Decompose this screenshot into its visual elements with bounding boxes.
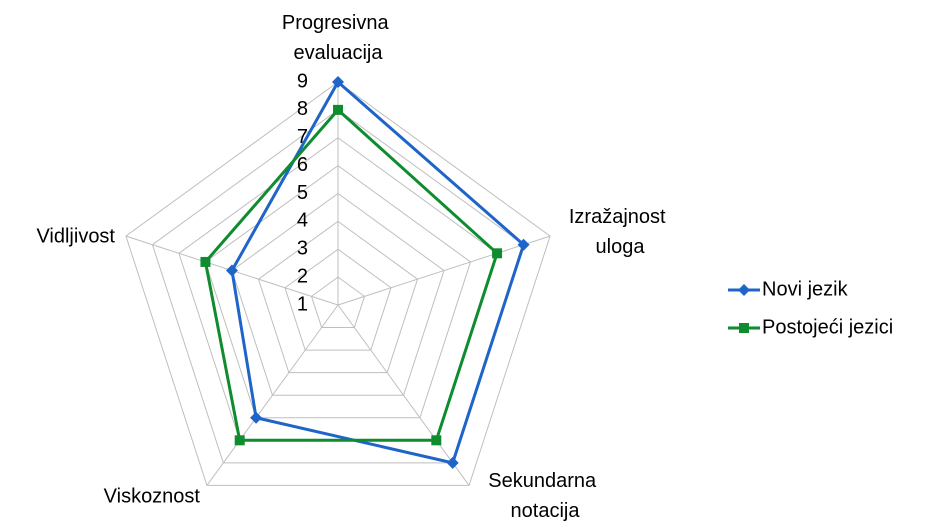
legend-label: Novi jezik xyxy=(762,278,849,300)
marker xyxy=(250,411,263,424)
spoke xyxy=(337,235,551,306)
marker xyxy=(431,435,442,446)
category-label: Sekundarna notacija xyxy=(488,470,601,522)
grid-ring xyxy=(310,276,366,329)
r-tick-label: 9 xyxy=(297,70,308,92)
marker xyxy=(517,238,530,251)
category-label: Vidljivost xyxy=(36,225,115,247)
grid-ring xyxy=(204,165,472,419)
r-tick-label: 2 xyxy=(297,265,308,287)
marker xyxy=(446,456,459,469)
marker xyxy=(200,256,211,267)
category-label: Izražajnost uloga xyxy=(569,206,671,258)
category-label: Viskoznost xyxy=(104,485,201,507)
r-tick-label: 5 xyxy=(297,182,308,204)
marker xyxy=(738,284,750,296)
r-tick-label: 8 xyxy=(297,98,308,120)
grid-ring xyxy=(284,248,392,351)
marker xyxy=(332,76,344,88)
spoke xyxy=(206,304,339,486)
r-tick-label: 6 xyxy=(297,154,308,176)
legend-label: Postojeći jezici xyxy=(762,316,893,338)
r-tick-label: 3 xyxy=(297,238,308,260)
marker xyxy=(492,248,503,259)
grid-ring xyxy=(151,109,525,464)
series-line xyxy=(203,107,499,442)
grid-ring xyxy=(231,192,445,396)
marker xyxy=(333,104,343,115)
r-tick-label: 7 xyxy=(297,126,308,148)
category-label: Progresivna evaluacija xyxy=(282,12,394,64)
grid-ring xyxy=(257,220,419,374)
marker xyxy=(225,264,238,277)
marker xyxy=(234,435,245,446)
grid-ring xyxy=(125,81,551,486)
marker xyxy=(739,323,749,333)
r-tick-label: 1 xyxy=(297,293,308,315)
r-tick-label: 4 xyxy=(297,210,308,232)
spoke xyxy=(337,304,470,486)
